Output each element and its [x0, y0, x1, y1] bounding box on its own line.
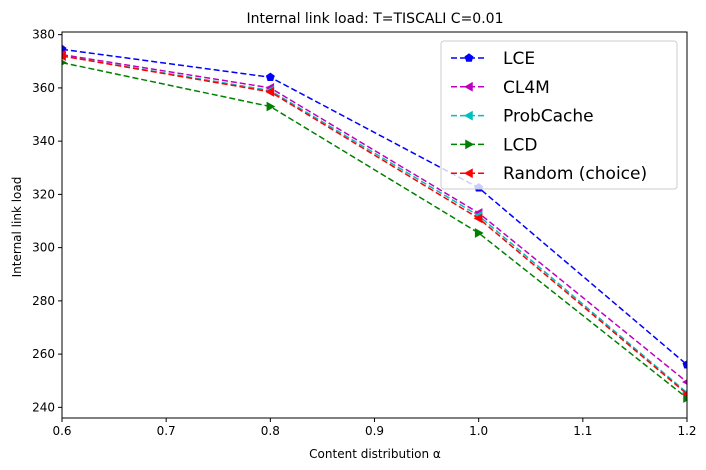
y-tick-label: 380	[32, 28, 55, 42]
y-tick-label: 300	[32, 241, 55, 255]
legend-box	[440, 40, 678, 190]
legend-label: LCE	[503, 49, 535, 69]
x-tick-label: 0.9	[365, 424, 384, 438]
legend-item: Random (choice)	[451, 164, 647, 184]
data-point	[62, 51, 66, 61]
x-tick-label: 1.1	[573, 424, 592, 438]
axes: 0.6 0.7 0.8 0.9 1.0 1.1 1.2 240 260 280 300 320 340 3…	[32, 28, 696, 438]
legend-label: ProbCache	[503, 107, 594, 127]
series-line	[62, 55, 687, 394]
y-tick-label: 260	[32, 347, 55, 361]
y-tick-label: 240	[32, 400, 55, 414]
y-tick-label: 360	[32, 81, 55, 95]
legend-item: ProbCache	[451, 107, 594, 127]
data-point	[266, 101, 276, 112]
plot-area	[62, 44, 687, 403]
x-tick-label: 0.8	[261, 424, 280, 438]
legend-item: LCE	[451, 49, 535, 69]
legend-marker	[463, 81, 473, 92]
series-lcd	[62, 59, 687, 403]
data-point	[474, 228, 484, 238]
data-point	[473, 213, 483, 224]
chart-title: Internal link load: T=TISCALI C=0.01	[247, 11, 504, 27]
legend-item: LCD	[451, 135, 537, 155]
x-tick-label: 0.6	[52, 424, 71, 438]
y-tick-label: 320	[32, 187, 55, 201]
legend-label: Random (choice)	[503, 164, 647, 184]
data-point	[265, 87, 275, 97]
legend-marker	[464, 53, 474, 62]
data-point	[682, 360, 687, 369]
series-line	[62, 61, 687, 399]
legend-marker	[465, 139, 475, 150]
y-axis-label: Internal link load	[10, 177, 24, 278]
series-line	[62, 48, 687, 366]
legend-label: LCD	[503, 135, 537, 155]
x-tick-label: 0.7	[157, 424, 176, 438]
series-line	[62, 55, 687, 395]
legend-marker	[463, 168, 473, 179]
x-tick-label: 1.2	[677, 424, 696, 438]
legend-label: CL4M	[503, 78, 550, 98]
legend: LCE CL4M ProbCache LCD Random (choice)	[440, 40, 678, 190]
data-point	[265, 72, 275, 82]
x-tick-label: 1.0	[469, 424, 488, 438]
y-tick-label: 280	[32, 294, 55, 308]
x-axis-label: Content distribution α	[309, 447, 441, 461]
y-tick-label: 340	[32, 134, 55, 148]
series-line	[62, 53, 687, 383]
legend-item: CL4M	[451, 78, 550, 98]
legend-marker	[463, 110, 473, 121]
